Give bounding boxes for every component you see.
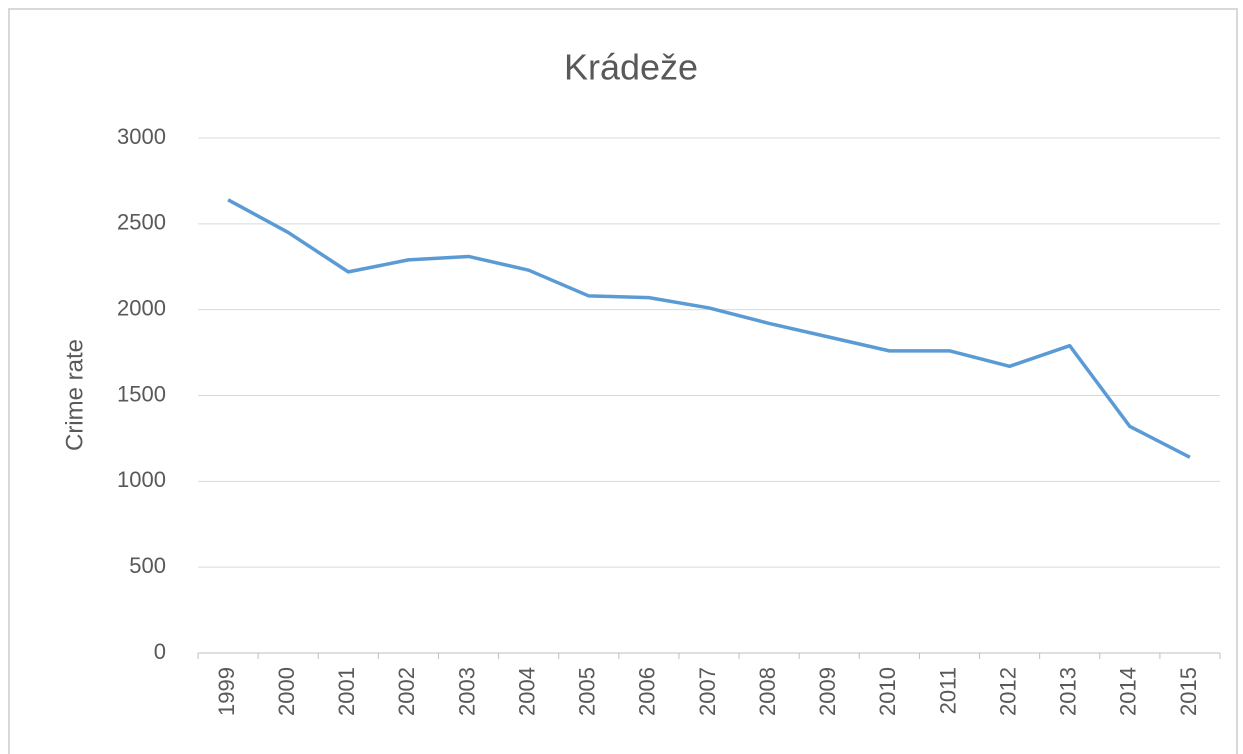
x-tick-label: 2000 — [274, 667, 299, 716]
x-tick-label: 2013 — [1056, 667, 1081, 716]
y-tick-label: 0 — [154, 639, 166, 664]
y-tick-label: 1500 — [117, 381, 166, 406]
y-tick-label: 1000 — [117, 467, 166, 492]
x-tick-label: 2012 — [995, 667, 1020, 716]
chart-frame — [8, 8, 1238, 754]
x-tick-label: 2002 — [394, 667, 419, 716]
y-tick-label: 500 — [129, 553, 166, 578]
x-tick-label: 2010 — [875, 667, 900, 716]
x-tick-label: 2015 — [1176, 667, 1201, 716]
x-tick-label: 2004 — [514, 667, 539, 716]
x-tick-label: 2005 — [575, 667, 600, 716]
x-tick-label: 2006 — [635, 667, 660, 716]
x-tick-label: 1999 — [214, 667, 239, 716]
y-tick-label: 2500 — [117, 210, 166, 235]
x-tick-label: 2009 — [815, 667, 840, 716]
x-tick-label: 2011 — [935, 667, 960, 714]
x-tick-label: 2003 — [454, 667, 479, 716]
data-line — [227, 198, 1191, 459]
x-tick-label: 2008 — [755, 667, 780, 716]
x-tick-label: 2007 — [695, 667, 720, 716]
chart-title: Krádeže — [564, 47, 698, 88]
x-tick-label: 2014 — [1116, 667, 1141, 716]
y-tick-label: 2000 — [117, 295, 166, 320]
y-axis-label: Crime rate — [61, 339, 88, 451]
y-tick-label: 3000 — [117, 124, 166, 149]
x-tick-label: 2001 — [334, 667, 359, 716]
